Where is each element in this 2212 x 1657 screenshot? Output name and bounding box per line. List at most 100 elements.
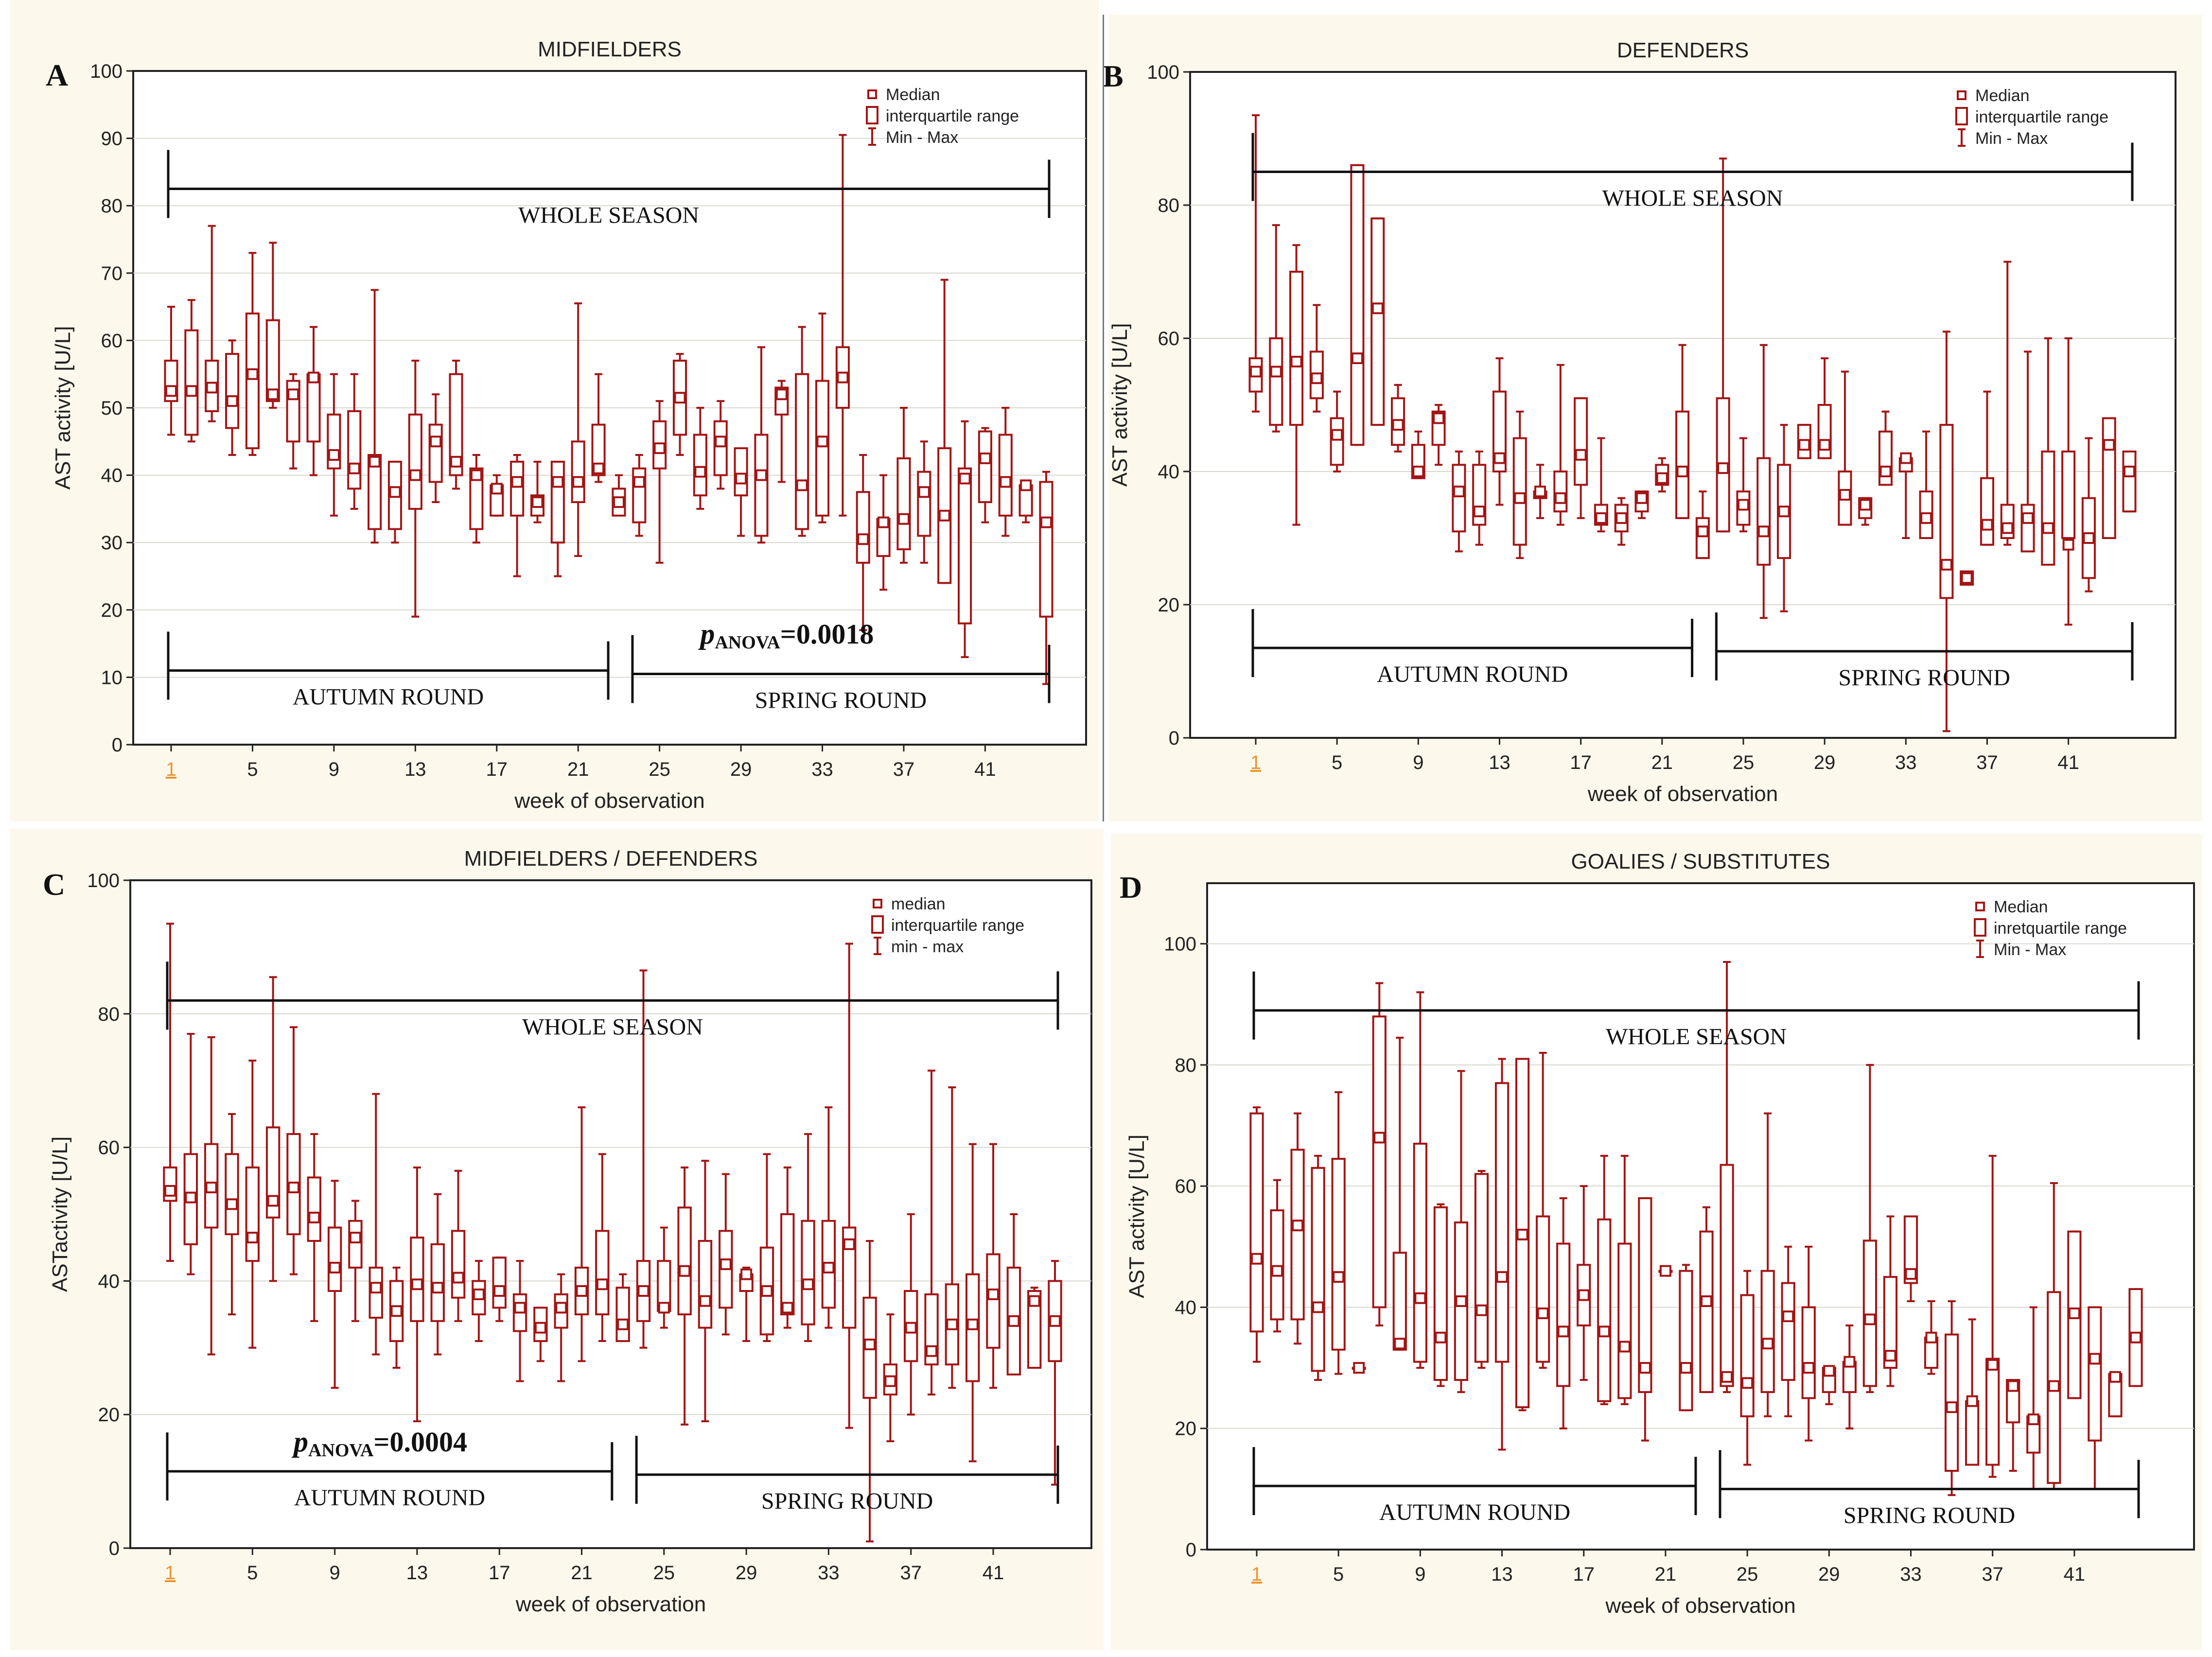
boxplot-week-43 — [1018, 479, 1033, 523]
iqr-box — [1413, 1142, 1427, 1363]
boxplot-week-22 — [591, 373, 606, 483]
iqr-box — [1675, 410, 1690, 519]
median-marker — [226, 1198, 238, 1210]
median-marker — [905, 1322, 917, 1334]
boxplot-week-34 — [842, 942, 857, 1429]
y-tick-label: 90 — [101, 128, 123, 150]
boxplot-week-36 — [1960, 570, 1974, 586]
boxplot-week-16 — [1556, 1197, 1571, 1430]
iqr-box — [1980, 477, 1995, 546]
median-marker — [1656, 472, 1668, 484]
boxplot-week-10 — [1433, 1203, 1448, 1387]
boxplot-week-37 — [896, 407, 911, 564]
boxplot-week-33 — [1903, 1215, 1918, 1302]
median-marker — [1000, 476, 1012, 488]
median-marker — [1843, 1356, 1856, 1368]
x-tick-label: 33 — [1900, 1564, 1922, 1585]
panel-letter: D — [1120, 870, 1142, 905]
median-marker — [287, 1182, 299, 1194]
median-marker — [1839, 488, 1851, 501]
iqr-box — [1494, 1082, 1510, 1363]
median-marker — [1020, 479, 1032, 491]
iqr-box — [307, 1176, 321, 1242]
median-marker — [2007, 1380, 2019, 1392]
y-tick-label: 40 — [1175, 1297, 1197, 1318]
y-tick-label: 100 — [90, 61, 123, 82]
legend-item: inretquartile range — [1974, 918, 2127, 938]
legend-item: interquartile range — [1955, 107, 2108, 126]
boxplot-week-11 — [1452, 450, 1466, 553]
iqr-box — [1039, 481, 1053, 618]
boxplot-week-31 — [780, 1166, 795, 1329]
boxplot-week-11 — [1454, 1070, 1469, 1393]
median-marker — [1331, 429, 1343, 441]
iqr-box — [856, 491, 870, 564]
boxplot-week-28 — [719, 1173, 733, 1336]
y-tick-label: 50 — [101, 398, 123, 419]
iqr-box — [1638, 1197, 1652, 1393]
median-marker — [966, 1318, 979, 1330]
iqr-box — [1270, 1209, 1284, 1321]
median-marker — [1412, 466, 1424, 477]
median-marker — [1333, 1271, 1345, 1283]
y-tick-label: 100 — [87, 870, 120, 891]
iqr-box — [1372, 1015, 1387, 1308]
median-marker — [370, 1282, 382, 1294]
boxplot-week-10 — [348, 1200, 363, 1322]
median-marker — [679, 1265, 691, 1277]
iqr-box — [347, 410, 362, 490]
iqr-box — [698, 1239, 713, 1329]
p-value-annotation: pANOVA=0.0018 — [698, 618, 874, 653]
median-marker — [531, 496, 544, 508]
median-marker — [1453, 486, 1465, 498]
boxplot-week-32 — [1883, 1215, 1898, 1387]
boxplot-week-38 — [2006, 1379, 2020, 1472]
median-marker — [572, 476, 584, 488]
iqr-box — [2061, 450, 2076, 540]
median-marker — [1639, 1362, 1651, 1374]
iqr-box — [225, 1153, 239, 1236]
boxplot-week-6 — [1352, 1362, 1366, 1374]
iqr-box — [780, 1213, 795, 1316]
chart-d: 0 20 40 60 80 100 1 5 9 13 17 21 25 29 33 37 41 GOALIES /… — [1120, 850, 2195, 1618]
iqr-box — [245, 312, 260, 450]
legend-item: Min - Max — [1976, 940, 2066, 959]
iqr-box — [1985, 1358, 2000, 1466]
boxplot-week-4 — [225, 339, 240, 456]
median-marker — [715, 436, 727, 448]
iqr-box — [917, 471, 931, 537]
boxplot-week-25 — [1740, 1270, 1755, 1466]
median-marker — [1496, 1271, 1508, 1283]
median-marker — [205, 1182, 217, 1194]
median-marker — [1961, 572, 1973, 584]
median-marker — [884, 1375, 896, 1387]
median-marker — [1966, 1395, 1978, 1407]
x-tick-label: 41 — [983, 1562, 1004, 1584]
x-tick-label: 5 — [247, 1562, 258, 1584]
boxplot-week-5 — [1331, 1091, 1346, 1375]
boxplot-week-39 — [945, 1086, 960, 1389]
median-marker — [185, 1191, 197, 1204]
boxplot-week-29 — [734, 447, 748, 537]
p-value-annotation: pANOVA=0.0004 — [291, 1426, 467, 1461]
iqr-box — [1617, 1242, 1632, 1399]
median-marker — [1353, 1362, 1365, 1374]
boxplot-week-30 — [1842, 1324, 1857, 1430]
boxplot-week-15 — [451, 1169, 466, 1322]
median-marker — [555, 1302, 567, 1314]
legend-median-swatch — [873, 899, 882, 908]
legend-item: Median — [867, 86, 940, 104]
boxplot-week-37 — [1980, 390, 1995, 546]
panel-a: 0 10 20 30 40 50 60 70 80 90 100 1 5 9 13 17 21 25 29 33 37 4… — [10, 0, 1099, 821]
boxplot-week-20 — [554, 1273, 568, 1382]
median-marker — [1879, 466, 1892, 477]
boxplot-week-22 — [1679, 1264, 1693, 1412]
median-marker — [552, 476, 564, 488]
boxplot-week-20 — [550, 460, 565, 577]
iqr-box — [1370, 217, 1385, 426]
boxplot-week-34 — [835, 134, 850, 517]
median-marker — [1250, 366, 1262, 378]
x-tick-label: 25 — [649, 759, 670, 780]
boxplot-week-7 — [1370, 217, 1385, 426]
median-marker — [206, 382, 218, 394]
